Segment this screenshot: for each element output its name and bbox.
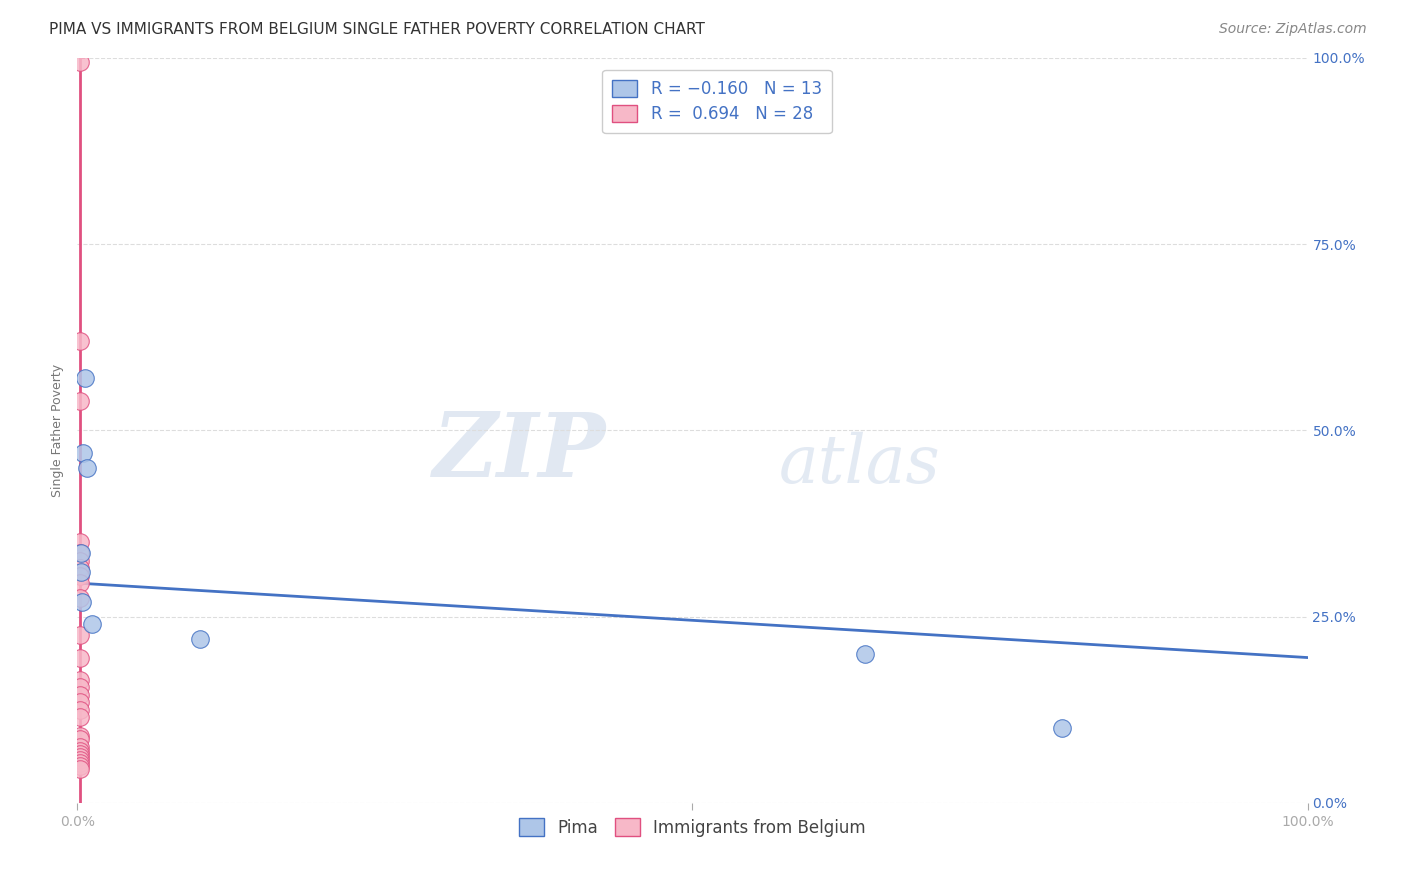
Text: ZIP: ZIP (433, 409, 606, 496)
Text: atlas: atlas (779, 431, 941, 497)
Point (69, 688, 91, 702)
Point (69, 673, 91, 687)
Point (70, 595, 93, 609)
Point (69, 561, 91, 575)
Text: Source: ZipAtlas.com: Source: ZipAtlas.com (1219, 22, 1367, 37)
Point (69, 554, 91, 568)
Point (69, 393, 91, 408)
Point (69, 703, 91, 717)
Point (72, 446, 94, 460)
Point (69, 756, 91, 770)
Point (69, 591, 91, 605)
Point (70, 546, 93, 560)
Point (73, 371, 96, 385)
Point (69, 744, 91, 758)
Point (69, 334, 91, 348)
Legend: Pima, Immigrants from Belgium: Pima, Immigrants from Belgium (509, 808, 876, 847)
Point (69, 749, 91, 764)
Point (69, 546, 91, 560)
Point (69, 758, 91, 772)
Point (69, 576, 91, 591)
Point (69, 681, 91, 695)
Point (1050, 721, 1073, 735)
Point (70, 565, 93, 579)
Point (69, 762, 91, 776)
Point (69, 732, 91, 747)
Point (69, 54, 91, 69)
Point (188, 632, 212, 646)
Point (69, 535, 91, 549)
Point (76, 460, 98, 475)
Point (69, 568, 91, 582)
Point (82, 617, 104, 632)
Point (69, 695, 91, 709)
Point (69, 739, 91, 754)
Point (69, 650, 91, 665)
Point (69, 747, 91, 762)
Point (853, 647, 876, 661)
Point (69, 729, 91, 743)
Text: PIMA VS IMMIGRANTS FROM BELGIUM SINGLE FATHER POVERTY CORRELATION CHART: PIMA VS IMMIGRANTS FROM BELGIUM SINGLE F… (49, 22, 704, 37)
Point (69, 628, 91, 642)
Y-axis label: Single Father Poverty: Single Father Poverty (51, 364, 65, 497)
Point (69, 753, 91, 767)
Point (69, 710, 91, 724)
